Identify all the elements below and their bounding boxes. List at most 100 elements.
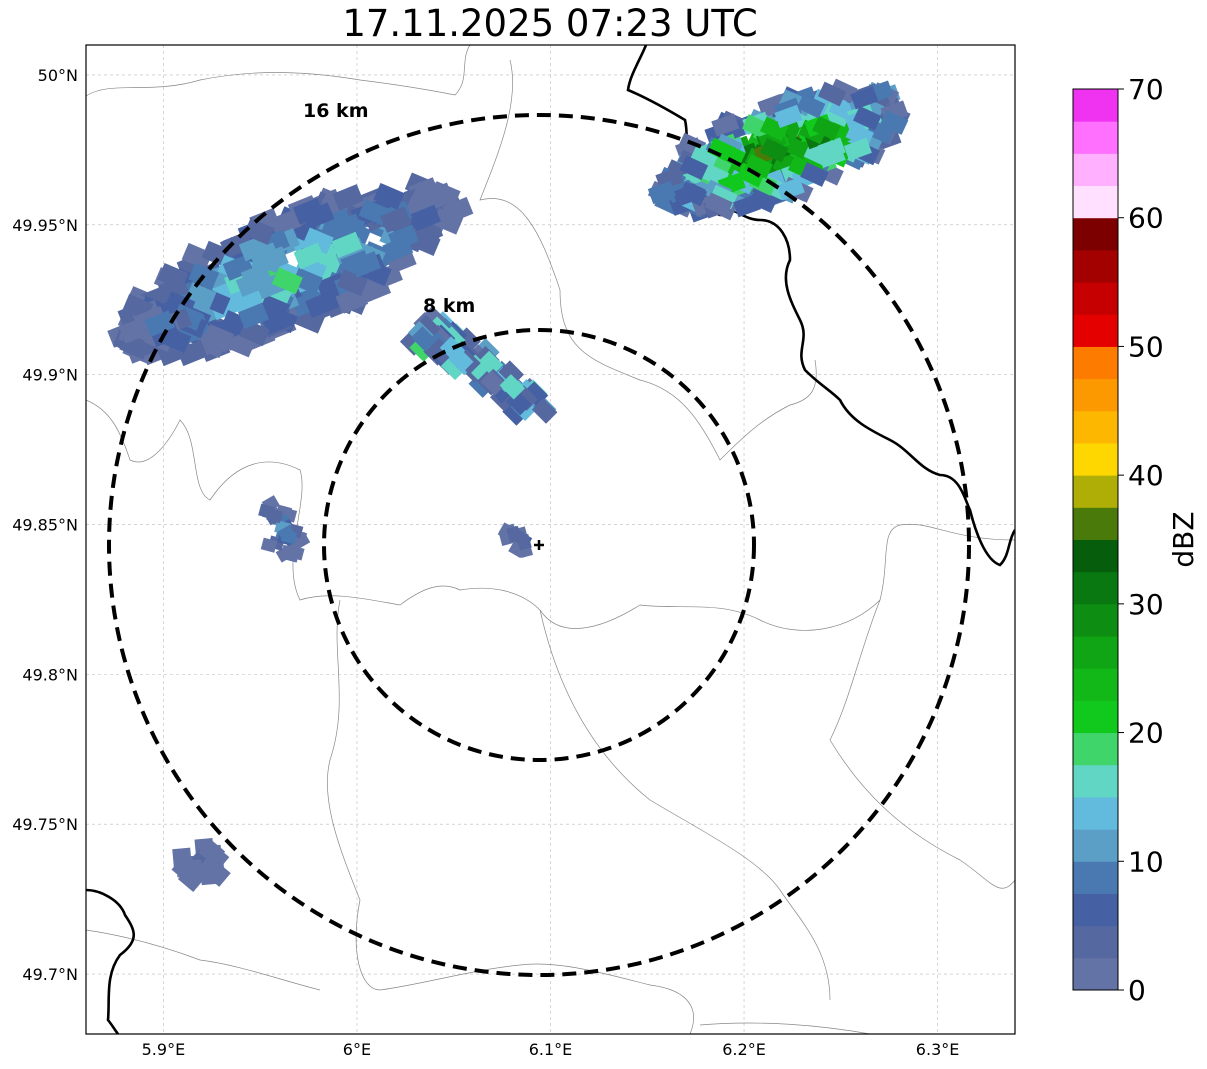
echo-pixel (678, 181, 708, 207)
echo-pixel (689, 145, 719, 170)
echo-pixel (373, 182, 405, 210)
colorbar-tick-label: 20 (1128, 717, 1164, 750)
echo-pixel (817, 81, 847, 107)
lon-tick-label: 6°E (343, 1040, 371, 1059)
lat-tick-label: 49.75°N (12, 815, 78, 834)
echo-pixel (232, 287, 264, 315)
echo-pixel (760, 137, 789, 163)
echo-pixel (270, 209, 302, 236)
echo-pixel (410, 204, 441, 232)
echo-west-small (258, 495, 311, 563)
colorbar-swatch (1073, 636, 1118, 669)
echo-pixel (160, 326, 192, 353)
echo-pixel (331, 213, 363, 240)
echo-pixel (508, 527, 527, 545)
echo-pixel (749, 188, 778, 214)
echo-pixel (442, 196, 474, 224)
echo-pixel (248, 242, 280, 269)
lat-tick-label: 50°N (38, 66, 78, 85)
echo-southwest-small (171, 838, 231, 893)
echo-pixel (477, 350, 504, 377)
colorbar-frame (1072, 88, 1119, 991)
echo-pixel (448, 347, 474, 374)
colorbar-tick-label: 10 (1128, 845, 1164, 878)
echo-pixel (176, 339, 208, 367)
echo-pixel (440, 354, 467, 381)
colorbar-swatch (1073, 217, 1118, 251)
lat-tick-label: 49.95°N (12, 216, 78, 235)
echo-near-site (497, 522, 533, 559)
colorbar-swatch (1073, 764, 1118, 798)
echo-pixel (292, 531, 311, 550)
range-rings (107, 113, 971, 977)
colorbar-swatch (1073, 121, 1118, 154)
colorbar-swatch (1073, 442, 1118, 476)
plot-frame (85, 44, 1016, 1035)
lat-tick-label: 49.7°N (22, 965, 78, 984)
echo-pixel (774, 104, 803, 129)
colorbar-swatch (1073, 668, 1118, 701)
echo-pixel (411, 181, 443, 209)
echo-northwest-tail (399, 305, 558, 426)
echo-pixel (382, 235, 414, 263)
echo-pixel (776, 177, 805, 201)
echo-pixel (531, 398, 558, 424)
colorbar-swatch (1073, 925, 1118, 959)
colorbar-tick-label: 0 (1128, 974, 1146, 1007)
echo-pixel (429, 181, 461, 208)
latitude-ticks: 50°N 49.95°N 49.9°N 49.85°N 49.8°N 49.75°N 49.… (12, 66, 78, 984)
colorbar-tick-label: 50 (1128, 330, 1164, 363)
echo-pixel (235, 270, 267, 298)
echo-pixel (185, 282, 217, 310)
echo-pixel (291, 267, 323, 295)
map-title: 17.11.2025 07:23 UTC (342, 2, 758, 45)
colorbar-swatch (1073, 732, 1118, 766)
echo-pixel (432, 207, 464, 235)
echo-pixel (843, 137, 872, 162)
echo-pixel (331, 231, 363, 259)
lon-tick-label: 6.1°E (529, 1040, 573, 1059)
lat-tick-label: 49.9°N (22, 366, 78, 385)
lon-tick-label: 6.2°E (722, 1040, 766, 1059)
colorbar-swatch (1073, 571, 1118, 605)
echo-pixel (800, 162, 829, 187)
echo-pixel (480, 370, 506, 396)
range-ring-16km (107, 113, 971, 977)
echo-pixel (744, 154, 773, 179)
echo-pixel (411, 326, 437, 352)
longitude-ticks: 5.9°E 6°E 6.1°E 6.2°E 6.3°E (142, 1040, 960, 1059)
range-ring-8km (322, 328, 756, 762)
colorbar-swatch (1073, 829, 1118, 862)
colorbar-swatch (1073, 346, 1118, 380)
echo-pixel (203, 324, 235, 351)
echo-pixel (414, 314, 441, 341)
echo-pixel (498, 360, 524, 386)
echo-pixel (303, 202, 335, 229)
graticule-grid (86, 45, 1015, 1034)
echo-pixel (817, 144, 846, 168)
colorbar-swatch (1073, 475, 1118, 508)
colorbar-swatch (1073, 861, 1118, 894)
echo-pixel (853, 105, 882, 131)
echo-pixel (198, 838, 226, 866)
echo-pixel (796, 93, 826, 119)
echo-pixel (850, 86, 879, 110)
echo-pixel (260, 537, 278, 553)
colorbar-swatch (1073, 282, 1118, 315)
echo-pixel (238, 302, 269, 330)
colorbar-tick-label: 70 (1128, 73, 1164, 106)
colorbar-label: dBZ (1167, 511, 1200, 567)
echo-northwest-band (107, 172, 474, 367)
echo-pixel (280, 544, 298, 560)
colorbar-swatch (1073, 539, 1118, 573)
colorbar-swatch (1073, 153, 1118, 187)
echo-pixel (380, 206, 412, 233)
colorbar-swatch (1073, 603, 1118, 637)
colorbar-swatch (1073, 700, 1118, 734)
colorbar-swatch (1073, 507, 1118, 540)
colorbar-swatch (1073, 249, 1118, 283)
range-ring-8km-label: 8 km (423, 295, 475, 317)
echo-pixel (350, 251, 382, 278)
colorbar: 0 10 20 30 40 50 60 70 (1072, 73, 1164, 1007)
